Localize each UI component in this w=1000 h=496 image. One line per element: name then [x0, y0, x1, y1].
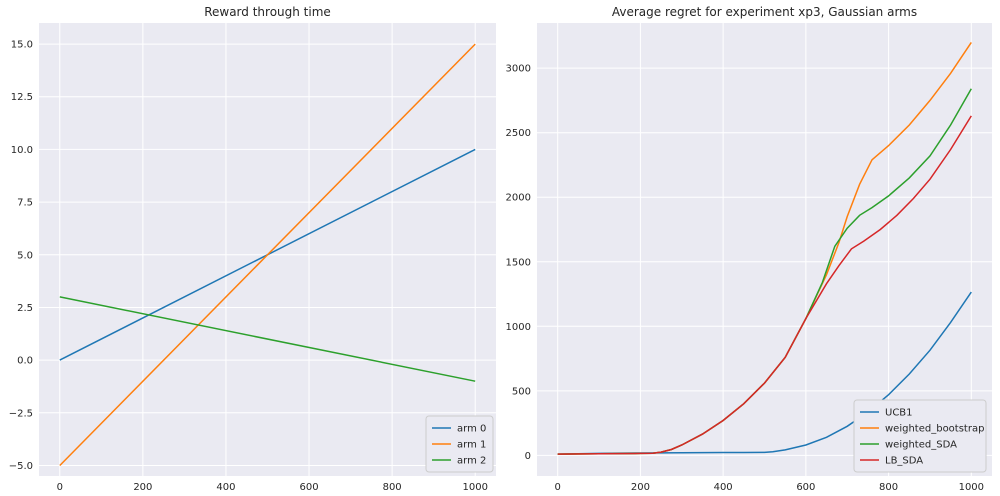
legend: arm 0 arm 1 arm 2 [425, 415, 494, 473]
x-tick-label: 400 [216, 482, 235, 493]
series-line-arm-1 [59, 43, 476, 467]
x-tick-label: 600 [796, 482, 815, 493]
y-tick-label: 2500 [506, 128, 531, 139]
x-tick-label: 800 [383, 482, 402, 493]
y-tick-label: 3000 [506, 64, 531, 75]
y-tick-label: 1500 [506, 257, 531, 268]
y-tick-label: 15.0 [11, 40, 33, 51]
legend-label: UCB1 [885, 408, 913, 419]
x-tick-label: 0 [554, 482, 560, 493]
x-tick-label: 200 [133, 482, 152, 493]
x-tick-label: 600 [299, 482, 318, 493]
legend-label: weighted_SDA [885, 440, 957, 451]
y-tick-label: 0.0 [17, 356, 33, 367]
x-tick-label: 200 [631, 482, 650, 493]
legend-label: LB_SDA [885, 456, 923, 467]
legend-box [853, 399, 987, 473]
legend-box [425, 415, 494, 473]
y-tick-label: 1000 [506, 322, 531, 333]
chart-panel-0: 0 200 400 600 800 1000 −5.0 −2.5 0.0 2.5 5.0 7.5 10.… [9, 5, 496, 493]
y-tick-label: 12.5 [11, 92, 33, 103]
x-tick-label: 1000 [463, 482, 488, 493]
chart-panel-1: 0 200 400 600 800 1000 0 500 1000 1500 2000 2500 300… [506, 5, 992, 493]
y-tick-label: −5.0 [9, 461, 33, 472]
legend-label: arm 0 [457, 424, 486, 435]
series-line-ucb1 [557, 291, 972, 455]
legend: UCB1 weighted_bootstrap weighted_SDA LB_SDA [853, 399, 987, 473]
chart-title: Average regret for experiment xp3, Gauss… [612, 5, 917, 19]
legend-label: arm 2 [457, 456, 486, 467]
series-line-lb-sda [557, 115, 972, 455]
y-tick-label: −2.5 [9, 408, 33, 419]
x-tick-label: 0 [57, 482, 63, 493]
y-tick-label: 500 [512, 386, 531, 397]
y-tick-label: 10.0 [11, 145, 33, 156]
y-tick-label: 5.0 [17, 250, 33, 261]
x-tick-label: 800 [879, 482, 898, 493]
y-tick-label: 2000 [506, 193, 531, 204]
chart-title: Reward through time [204, 5, 331, 19]
legend-label: weighted_bootstrap [885, 424, 984, 435]
x-tick-label: 400 [714, 482, 733, 493]
x-tick-label: 1000 [959, 482, 984, 493]
legend-label: arm 1 [457, 440, 486, 451]
y-tick-label: 2.5 [17, 303, 33, 314]
series-line-arm-2 [59, 296, 476, 382]
y-tick-label: 7.5 [17, 198, 33, 209]
plot-area [39, 23, 496, 476]
y-tick-label: 0 [525, 451, 531, 462]
